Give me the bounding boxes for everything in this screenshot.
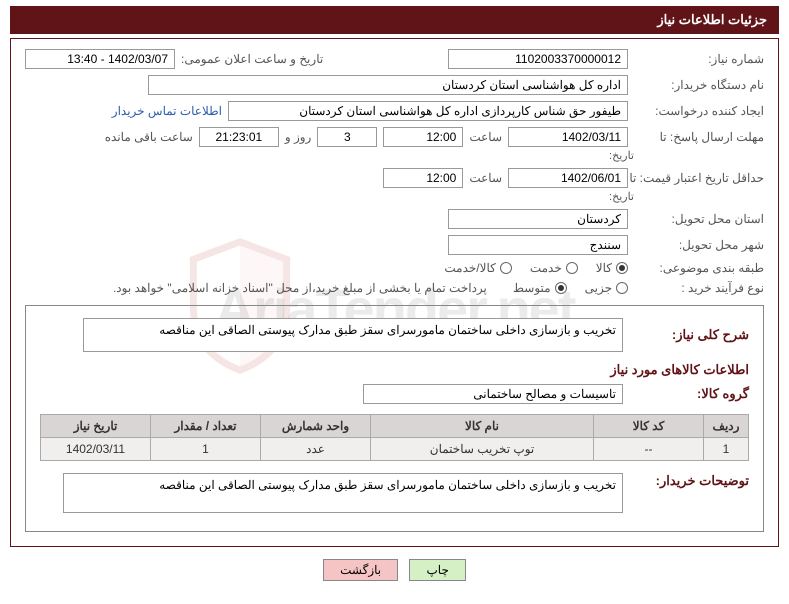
print-button[interactable]: چاپ [409, 559, 465, 581]
radio-minor[interactable] [616, 282, 628, 294]
radio-medium[interactable] [555, 282, 567, 294]
buyer-org-value: اداره کل هواشناسی استان کردستان [148, 75, 628, 95]
th-name: نام کالا [371, 415, 594, 438]
announce-date-label: تاریخ و ساعت اعلان عمومی: [181, 52, 323, 66]
need-number-value: 1102003370000012 [448, 49, 628, 69]
th-qty: تعداد / مقدار [151, 415, 261, 438]
remaining-days: 3 [317, 127, 377, 147]
price-validity-date: 1402/06/01 [508, 168, 628, 188]
th-unit: واحد شمارش [261, 415, 371, 438]
date-sublabel-2: تاریخ: [609, 190, 634, 203]
radio-service[interactable] [566, 262, 578, 274]
response-deadline-time: 12:00 [383, 127, 463, 147]
remaining-time: 21:23:01 [199, 127, 279, 147]
price-validity-label: حداقل تاریخ اعتبار قیمت: تا [634, 171, 764, 185]
buyer-org-label: نام دستگاه خریدار: [634, 78, 764, 92]
need-number-label: شماره نیاز: [634, 52, 764, 66]
days-and-label: روز و [285, 130, 312, 144]
buyer-notes-label: توضیحات خریدار: [629, 473, 749, 489]
goods-info-title: اطلاعات کالاهای مورد نیاز [610, 362, 749, 378]
buyer-notes-value: تخریب و بازسازی داخلی ساختمان مامورسرای … [63, 473, 623, 513]
back-button[interactable]: بازگشت [323, 559, 398, 581]
panel-header: جزئیات اطلاعات نیاز [10, 6, 779, 34]
purchase-process-radios: جزیی متوسط [513, 281, 628, 295]
remaining-hours-label: ساعت باقی مانده [105, 130, 193, 144]
price-validity-time: 12:00 [383, 168, 463, 188]
contact-buyer-link[interactable]: اطلاعات تماس خریدار [112, 104, 222, 118]
general-desc-value: تخریب و بازسازی داخلی ساختمان مامورسرای … [83, 318, 623, 352]
requester-value: طیفور حق شناس کارپردازی اداره کل هواشناس… [228, 101, 628, 121]
subject-class-radios: کالا خدمت کالا/خدمت [444, 261, 628, 275]
general-desc-label: شرح کلی نیاز: [629, 327, 749, 343]
radio-goods-service[interactable] [500, 262, 512, 274]
requester-label: ایجاد کننده درخواست: [634, 104, 764, 118]
table-row: 1 -- توپ تخریب ساختمان عدد 1 1402/03/11 [41, 438, 749, 461]
goods-table: ردیف کد کالا نام کالا واحد شمارش تعداد /… [40, 414, 749, 461]
announce-date-value: 1402/03/07 - 13:40 [25, 49, 175, 69]
response-deadline-date: 1402/03/11 [508, 127, 628, 147]
delivery-province-value: کردستان [448, 209, 628, 229]
radio-goods[interactable] [616, 262, 628, 274]
th-code: کد کالا [594, 415, 704, 438]
hour-label-2: ساعت [469, 171, 502, 185]
th-date: تاریخ نیاز [41, 415, 151, 438]
hour-label-1: ساعت [469, 130, 502, 144]
th-row: ردیف [704, 415, 749, 438]
payment-note: پرداخت تمام یا بخشی از مبلغ خرید،از محل … [113, 281, 487, 295]
delivery-city-value: سنندج [448, 235, 628, 255]
subject-class-label: طبقه بندی موضوعی: [634, 261, 764, 275]
goods-group-value: تاسیسات و مصالح ساختمانی [363, 384, 623, 404]
detail-section: شرح کلی نیاز: تخریب و بازسازی داخلی ساخت… [25, 305, 764, 532]
goods-group-label: گروه کالا: [629, 386, 749, 402]
main-panel: شماره نیاز: 1102003370000012 تاریخ و ساع… [10, 38, 779, 547]
delivery-province-label: استان محل تحویل: [634, 212, 764, 226]
purchase-process-label: نوع فرآیند خرید : [634, 281, 764, 295]
date-sublabel-1: تاریخ: [609, 149, 634, 162]
response-deadline-label: مهلت ارسال پاسخ: تا [634, 130, 764, 144]
delivery-city-label: شهر محل تحویل: [634, 238, 764, 252]
